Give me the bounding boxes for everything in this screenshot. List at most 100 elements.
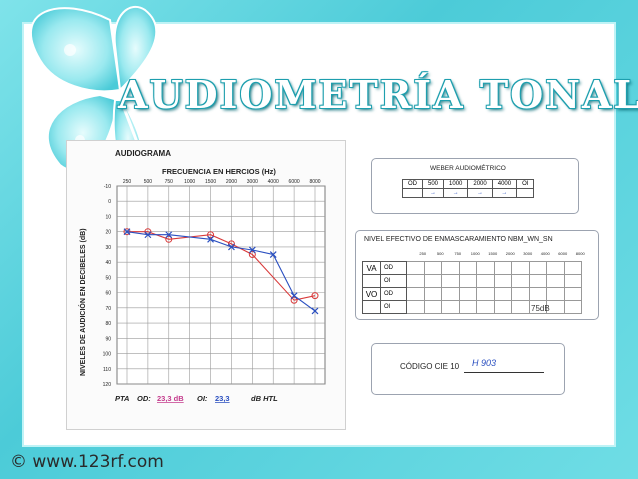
masking-value-cell	[441, 300, 460, 314]
masking-freqs: 250 500 750 1000 1500 2000 3000 4000 6000 8000	[414, 251, 589, 256]
weber-header-cell: 2000	[467, 179, 493, 189]
db-tick-label: 50	[105, 275, 111, 281]
weber-header-cell: OD	[402, 179, 423, 189]
butterfly-icon	[30, 5, 158, 178]
masking-title: NIVEL EFECTIVO DE ENMASCARAMIENTO NBM_WN…	[364, 236, 553, 243]
masking-table: VA OD OI VO OD OI	[362, 261, 582, 314]
oi-label: OI:	[197, 394, 208, 403]
masking-group-cell	[362, 274, 381, 288]
oi-point-marker	[165, 231, 173, 239]
od-point-marker	[290, 296, 298, 304]
cie-value: H 903	[472, 358, 497, 368]
oi-point-marker	[144, 231, 152, 239]
od-label: OD:	[137, 394, 151, 403]
weber-header-cell: 4000	[491, 179, 518, 189]
masking-value-cell	[476, 274, 495, 288]
oi-point-marker	[311, 307, 319, 315]
y-axis-label: NIVELES DE AUDICIÓN EN DECIBELES (dB)	[78, 228, 87, 376]
masking-value-cell	[423, 261, 442, 275]
masking-value-cell	[546, 261, 565, 275]
masking-group-cell: VA	[362, 261, 381, 275]
db-tick-label: 30	[105, 245, 111, 251]
masking-value-cell	[458, 274, 477, 288]
masking-value-cell	[441, 274, 460, 288]
grid-frame	[116, 185, 326, 385]
db-tick-label: 70	[105, 306, 111, 312]
oi-point-marker	[269, 251, 277, 258]
masking-ear-cell: OD	[380, 287, 407, 301]
masking-freq-label: 3000	[523, 251, 533, 256]
weber-symbol-cell: →	[443, 188, 469, 198]
masking-value-cell	[563, 274, 582, 288]
db-tick-label: 20	[105, 230, 111, 236]
oi-point-marker	[228, 243, 235, 251]
masking-value-cell	[511, 274, 530, 288]
masking-value-cell	[493, 287, 512, 301]
weber-title: WEBER AUDIOMÉTRICO	[430, 165, 506, 172]
db-tick-label: 90	[105, 336, 111, 342]
masking-freq-label: 1500	[488, 251, 498, 256]
masking-value-cell	[406, 261, 425, 275]
masking-group-cell: VO	[362, 287, 381, 301]
masking-value-cell	[406, 287, 425, 301]
series-line-od	[127, 231, 316, 301]
masking-ear-cell: OD	[380, 261, 407, 275]
od-value: 23,3 dB	[157, 394, 184, 403]
weber-symbol-cell	[402, 188, 423, 198]
freq-tick-label: 3000	[247, 179, 258, 185]
masking-value-cell	[563, 261, 582, 275]
masking-ear-cell: OI	[380, 300, 407, 314]
masking-freq-label: 500	[436, 251, 444, 256]
masking-value-cell	[528, 261, 547, 275]
db-ticks: -10 0 10 20 30 40 50 60 70 80 90 100 110 120	[103, 184, 112, 388]
db-tick-label: 0	[108, 199, 111, 205]
masking-value-cell	[476, 287, 495, 301]
weber-table: OD 500 1000 2000 4000 OI → → → →	[402, 179, 535, 198]
freq-tick-label: 1500	[205, 179, 216, 185]
cie-box: CÓDIGO CIE 10 H 903	[371, 343, 565, 395]
db-tick-label: 10	[105, 214, 111, 220]
weber-symbol-cell: →	[467, 188, 493, 198]
masking-value-cell	[406, 300, 425, 314]
weber-grid: OD 500 1000 2000 4000 OI → → → →	[402, 179, 535, 198]
od-point-marker	[248, 251, 256, 259]
masking-value-cell	[546, 274, 565, 288]
weber-symbol-cell	[516, 188, 535, 198]
masking-value-cell	[406, 274, 425, 288]
masking-note: 75dB	[531, 304, 550, 313]
db-tick-label: -10	[104, 184, 111, 190]
audiogram-title: AUDIOGRAMA	[115, 149, 171, 158]
masking-freq-label: 6000	[558, 251, 568, 256]
masking-value-cell	[493, 261, 512, 275]
masking-value-cell	[423, 300, 442, 314]
page-title: AUDIOMETRÍA TONAL	[118, 72, 638, 117]
series-oi	[123, 228, 319, 315]
masking-value-cell	[441, 261, 460, 275]
freq-ticks: 250 500 750 1000 1500 2000 3000 4000 6000 8000	[123, 179, 321, 185]
freq-tick-label: 750	[165, 179, 174, 185]
unit-label: dB HTL	[251, 394, 278, 403]
od-point-marker	[207, 231, 215, 239]
weber-symbol-cell: →	[421, 188, 445, 198]
freq-tick-label: 4000	[268, 179, 279, 185]
db-tick-label: 80	[105, 321, 111, 327]
masking-value-cell	[546, 287, 565, 301]
oi-point-marker	[207, 235, 214, 243]
db-tick-label: 60	[105, 291, 111, 297]
masking-freq-label: 250	[419, 251, 427, 256]
masking-value-cell	[511, 287, 530, 301]
masking-value-cell	[476, 300, 495, 314]
masking-value-cell	[423, 274, 442, 288]
audiogram-grid	[116, 185, 326, 385]
freq-tick-label: 250	[123, 179, 132, 185]
weber-symbol-cell: →	[491, 188, 518, 198]
weber-header-cell: 1000	[443, 179, 469, 189]
masking-box: NIVEL EFECTIVO DE ENMASCARAMIENTO NBM_WN…	[355, 230, 599, 320]
weber-header-cell: 500	[421, 179, 445, 189]
masking-value-cell	[563, 300, 582, 314]
pta-label: PTA	[115, 394, 129, 403]
cie-label: CÓDIGO CIE 10	[400, 362, 460, 371]
freq-tick-label: 8000	[309, 179, 320, 185]
db-tick-label: 120	[103, 382, 112, 388]
masking-value-cell	[493, 300, 512, 314]
